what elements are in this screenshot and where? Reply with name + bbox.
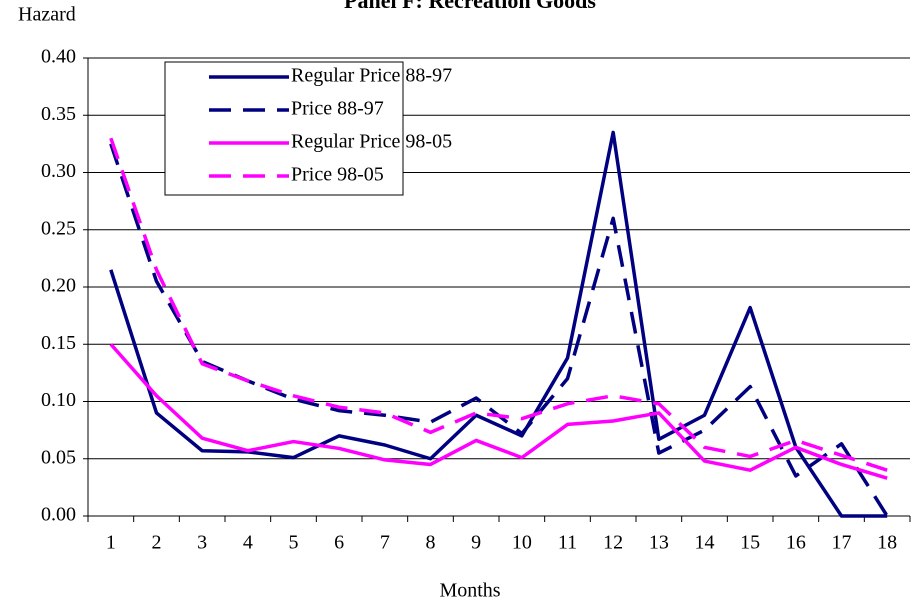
x-tick-label: 16 xyxy=(786,532,806,554)
y-tick-label: 0.20 xyxy=(41,275,76,297)
series-line xyxy=(109,137,888,472)
x-tick-label: 8 xyxy=(426,532,436,554)
y-tick-label: 0.00 xyxy=(41,504,76,526)
y-axis-label: Hazard xyxy=(18,4,76,26)
x-axis-label: Months xyxy=(439,580,500,602)
x-tick-label: 1 xyxy=(106,532,116,554)
x-tick-label: 11 xyxy=(558,532,577,554)
x-tick-label: 14 xyxy=(695,532,715,554)
y-tick-label: 0.30 xyxy=(41,160,76,182)
series-line xyxy=(109,343,888,480)
y-tick-label: 0.10 xyxy=(41,389,76,411)
legend-label: Price 88-97 xyxy=(291,98,384,120)
y-tick-label: 0.40 xyxy=(41,46,76,68)
x-tick-label: 18 xyxy=(877,532,897,554)
legend-label: Regular Price 98-05 xyxy=(291,131,452,153)
legend-label: Price 98-05 xyxy=(291,164,384,186)
x-tick-label: 9 xyxy=(471,532,481,554)
y-tick-label: 0.05 xyxy=(41,446,76,468)
x-tick-label: 17 xyxy=(832,532,852,554)
y-tick-label: 0.35 xyxy=(41,103,76,125)
x-tick-label: 7 xyxy=(380,532,390,554)
y-tick-label: 0.25 xyxy=(41,217,76,239)
x-tick-label: 3 xyxy=(197,532,207,554)
x-tick-label: 10 xyxy=(512,532,532,554)
x-tick-label: 13 xyxy=(649,532,669,554)
chart-title: Panel F: Recreation Goods xyxy=(344,0,596,13)
x-tick-label: 5 xyxy=(289,532,299,554)
legend-label: Regular Price 88-97 xyxy=(291,65,452,87)
series-line xyxy=(109,130,888,518)
x-tick-label: 4 xyxy=(243,532,253,554)
y-tick-label: 0.15 xyxy=(41,332,76,354)
legend-box xyxy=(164,61,404,196)
x-tick-label: 2 xyxy=(152,532,162,554)
x-tick-label: 12 xyxy=(603,532,623,554)
x-tick-label: 15 xyxy=(740,532,760,554)
x-tick-label: 6 xyxy=(334,532,344,554)
